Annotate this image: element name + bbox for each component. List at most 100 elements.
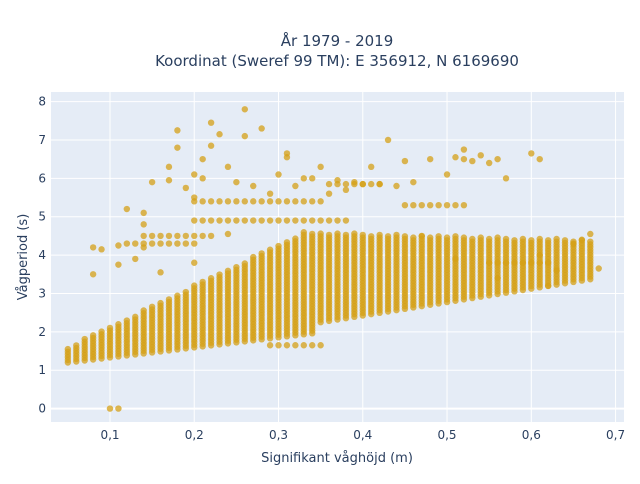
data-point bbox=[376, 231, 383, 239]
data-point bbox=[460, 146, 468, 153]
data-point bbox=[317, 342, 324, 349]
data-point bbox=[148, 303, 156, 310]
data-point bbox=[536, 259, 543, 266]
data-point bbox=[443, 171, 451, 178]
data-point bbox=[300, 342, 307, 349]
data-point bbox=[132, 313, 139, 321]
data-point bbox=[384, 136, 392, 144]
data-point bbox=[191, 232, 198, 240]
data-point bbox=[368, 233, 375, 240]
data-point bbox=[536, 251, 543, 259]
data-point bbox=[207, 217, 215, 224]
x-tick-label: 0,6 bbox=[522, 428, 541, 442]
data-point bbox=[410, 201, 417, 209]
y-tick-label: 0 bbox=[38, 402, 46, 416]
data-point bbox=[165, 163, 173, 171]
data-point bbox=[300, 198, 307, 205]
data-point bbox=[115, 261, 122, 268]
data-point bbox=[258, 198, 265, 205]
data-point bbox=[536, 235, 543, 243]
data-point bbox=[250, 217, 257, 224]
data-point bbox=[148, 240, 156, 247]
data-point bbox=[115, 405, 122, 412]
data-point bbox=[460, 201, 468, 209]
data-point bbox=[115, 321, 122, 328]
data-point bbox=[485, 259, 493, 266]
data-point bbox=[393, 182, 400, 190]
data-point bbox=[351, 230, 358, 237]
data-point bbox=[165, 296, 173, 303]
x-tick-label: 0,3 bbox=[269, 428, 288, 442]
data-point bbox=[325, 180, 333, 188]
data-point bbox=[148, 232, 156, 240]
data-point bbox=[140, 307, 147, 314]
data-point bbox=[258, 217, 265, 224]
data-point bbox=[334, 177, 341, 184]
data-point bbox=[123, 205, 131, 213]
data-point bbox=[359, 231, 366, 239]
data-point bbox=[325, 217, 333, 224]
data-point bbox=[98, 328, 105, 335]
data-point bbox=[275, 242, 282, 250]
data-point bbox=[368, 163, 375, 171]
data-point bbox=[317, 163, 324, 171]
data-point bbox=[258, 250, 265, 257]
data-point bbox=[207, 232, 215, 240]
data-point bbox=[275, 198, 282, 205]
data-point bbox=[241, 217, 249, 224]
x-tick-label: 0,1 bbox=[100, 428, 119, 442]
data-point bbox=[199, 278, 206, 286]
data-point bbox=[570, 240, 577, 247]
data-point bbox=[73, 342, 80, 349]
data-point bbox=[191, 171, 198, 178]
y-tick-label: 7 bbox=[38, 133, 46, 147]
data-point bbox=[283, 239, 291, 246]
data-point bbox=[199, 175, 206, 182]
data-point bbox=[140, 209, 147, 217]
data-point bbox=[587, 238, 594, 245]
data-point bbox=[207, 119, 215, 126]
data-point bbox=[477, 152, 484, 159]
data-point bbox=[250, 182, 257, 190]
data-point bbox=[469, 235, 476, 243]
data-point bbox=[452, 201, 459, 209]
data-point bbox=[309, 230, 316, 238]
x-tick-label: 0,7 bbox=[606, 428, 625, 442]
data-point bbox=[351, 178, 358, 186]
data-point bbox=[283, 217, 291, 224]
chart-title-line1: År 1979 - 2019 bbox=[281, 31, 394, 50]
data-point bbox=[250, 253, 257, 261]
data-point bbox=[494, 274, 501, 282]
data-point bbox=[89, 332, 97, 339]
y-tick-label: 4 bbox=[38, 248, 46, 262]
data-point bbox=[410, 234, 417, 241]
data-point bbox=[157, 232, 164, 240]
data-point bbox=[140, 221, 147, 228]
data-point bbox=[191, 194, 198, 201]
data-point bbox=[199, 198, 206, 205]
data-point bbox=[224, 267, 232, 275]
data-point bbox=[123, 317, 131, 324]
data-point bbox=[460, 155, 468, 163]
chart-title-line2: Koordinat (Sweref 99 TM): E 356912, N 61… bbox=[155, 52, 519, 70]
data-point bbox=[578, 236, 586, 243]
data-point bbox=[216, 217, 223, 224]
data-point bbox=[300, 175, 307, 182]
data-point bbox=[502, 235, 510, 243]
data-point bbox=[502, 175, 510, 182]
y-tick-label: 3 bbox=[38, 286, 46, 300]
data-point bbox=[292, 182, 299, 190]
y-tick-label: 6 bbox=[38, 171, 46, 185]
data-point bbox=[191, 282, 198, 289]
data-point bbox=[89, 244, 97, 251]
x-tick-label: 0,5 bbox=[437, 428, 456, 442]
data-point bbox=[460, 234, 468, 241]
y-tick-label: 1 bbox=[38, 363, 46, 377]
data-point bbox=[418, 201, 425, 209]
data-point bbox=[325, 231, 333, 239]
data-point bbox=[283, 198, 291, 205]
data-point bbox=[477, 234, 484, 241]
data-point bbox=[334, 217, 341, 224]
data-point bbox=[258, 125, 265, 132]
data-point bbox=[544, 237, 552, 244]
